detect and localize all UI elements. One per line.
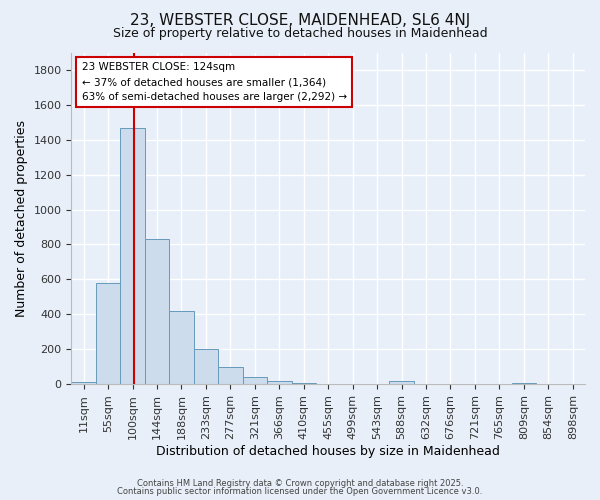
Bar	[194, 349, 218, 384]
Bar	[145, 239, 169, 384]
Text: Size of property relative to detached houses in Maidenhead: Size of property relative to detached ho…	[113, 28, 487, 40]
Text: Contains public sector information licensed under the Open Government Licence v3: Contains public sector information licen…	[118, 487, 482, 496]
Text: Contains HM Land Registry data © Crown copyright and database right 2025.: Contains HM Land Registry data © Crown c…	[137, 478, 463, 488]
Bar	[121, 128, 145, 384]
Bar	[71, 382, 96, 384]
Bar	[96, 283, 121, 384]
Bar	[292, 383, 316, 384]
Bar	[512, 383, 536, 384]
Bar	[389, 382, 414, 384]
Text: 23 WEBSTER CLOSE: 124sqm
← 37% of detached houses are smaller (1,364)
63% of sem: 23 WEBSTER CLOSE: 124sqm ← 37% of detach…	[82, 62, 347, 102]
X-axis label: Distribution of detached houses by size in Maidenhead: Distribution of detached houses by size …	[156, 444, 500, 458]
Bar	[218, 366, 242, 384]
Y-axis label: Number of detached properties: Number of detached properties	[15, 120, 28, 317]
Bar	[169, 311, 194, 384]
Text: 23, WEBSTER CLOSE, MAIDENHEAD, SL6 4NJ: 23, WEBSTER CLOSE, MAIDENHEAD, SL6 4NJ	[130, 12, 470, 28]
Bar	[242, 378, 267, 384]
Bar	[267, 382, 292, 384]
